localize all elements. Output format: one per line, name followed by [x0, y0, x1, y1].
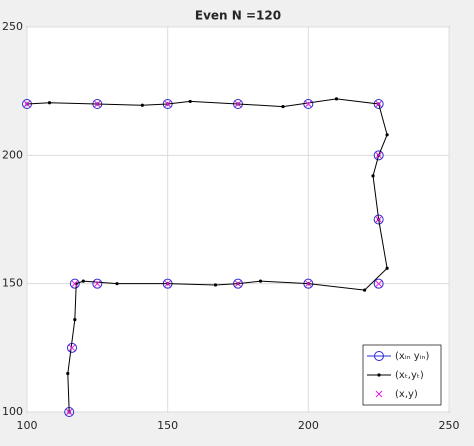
marker-dot	[66, 371, 70, 376]
marker-dot	[363, 288, 367, 292]
marker-cross	[375, 100, 383, 108]
marker-cross	[164, 100, 172, 108]
marker-cross	[375, 280, 383, 288]
marker-dot	[73, 318, 77, 322]
marker-cross	[68, 344, 76, 352]
marker-cross	[65, 408, 73, 416]
legend-label: (xₜ,yₜ)	[395, 370, 424, 381]
marker-dot	[115, 282, 119, 286]
marker-cross	[375, 216, 383, 223]
marker-cross	[375, 390, 383, 398]
marker-cross	[234, 100, 242, 108]
marker-cross	[164, 280, 172, 288]
marker-dot	[377, 373, 381, 377]
marker-dot	[258, 279, 263, 283]
x-tick-label: 200	[298, 419, 319, 432]
marker-cross	[23, 100, 31, 108]
marker-cross	[71, 280, 79, 288]
marker-cross	[375, 151, 383, 159]
marker-circle	[92, 278, 103, 289]
marker-cross	[234, 280, 242, 288]
legend-label: (x,y)	[395, 389, 418, 400]
marker-cross	[304, 100, 312, 108]
marker-circle	[373, 214, 384, 225]
marker-dot	[140, 103, 144, 107]
marker-circle	[373, 150, 384, 161]
x-tick-label: 150	[157, 419, 178, 432]
marker-cross	[93, 100, 101, 108]
marker-dot	[188, 99, 192, 104]
marker-circle	[69, 278, 80, 289]
marker-cross	[93, 280, 101, 288]
y-tick-label: 200	[2, 148, 23, 161]
y-tick-label: 250	[2, 20, 23, 33]
marker-dot	[213, 283, 218, 287]
marker-dot	[81, 279, 85, 283]
marker-circle	[374, 351, 384, 361]
x-tick-label: 250	[439, 419, 460, 432]
chart-title: Even N =120	[195, 9, 281, 23]
marker-dot	[385, 133, 389, 137]
marker-dot	[385, 266, 389, 270]
x-tick-label: 100	[17, 419, 38, 432]
y-tick-label: 150	[2, 277, 23, 290]
marker-circle	[373, 99, 384, 109]
marker-dot	[334, 97, 339, 101]
marker-dot	[371, 174, 375, 178]
marker-cross	[304, 280, 312, 288]
legend-label: (xᵢₙ yᵢₙ)	[395, 351, 429, 362]
y-tick-label: 100	[2, 405, 23, 418]
marker-circle	[373, 278, 384, 289]
marker-dot	[281, 104, 285, 109]
marker-dot	[47, 101, 52, 105]
